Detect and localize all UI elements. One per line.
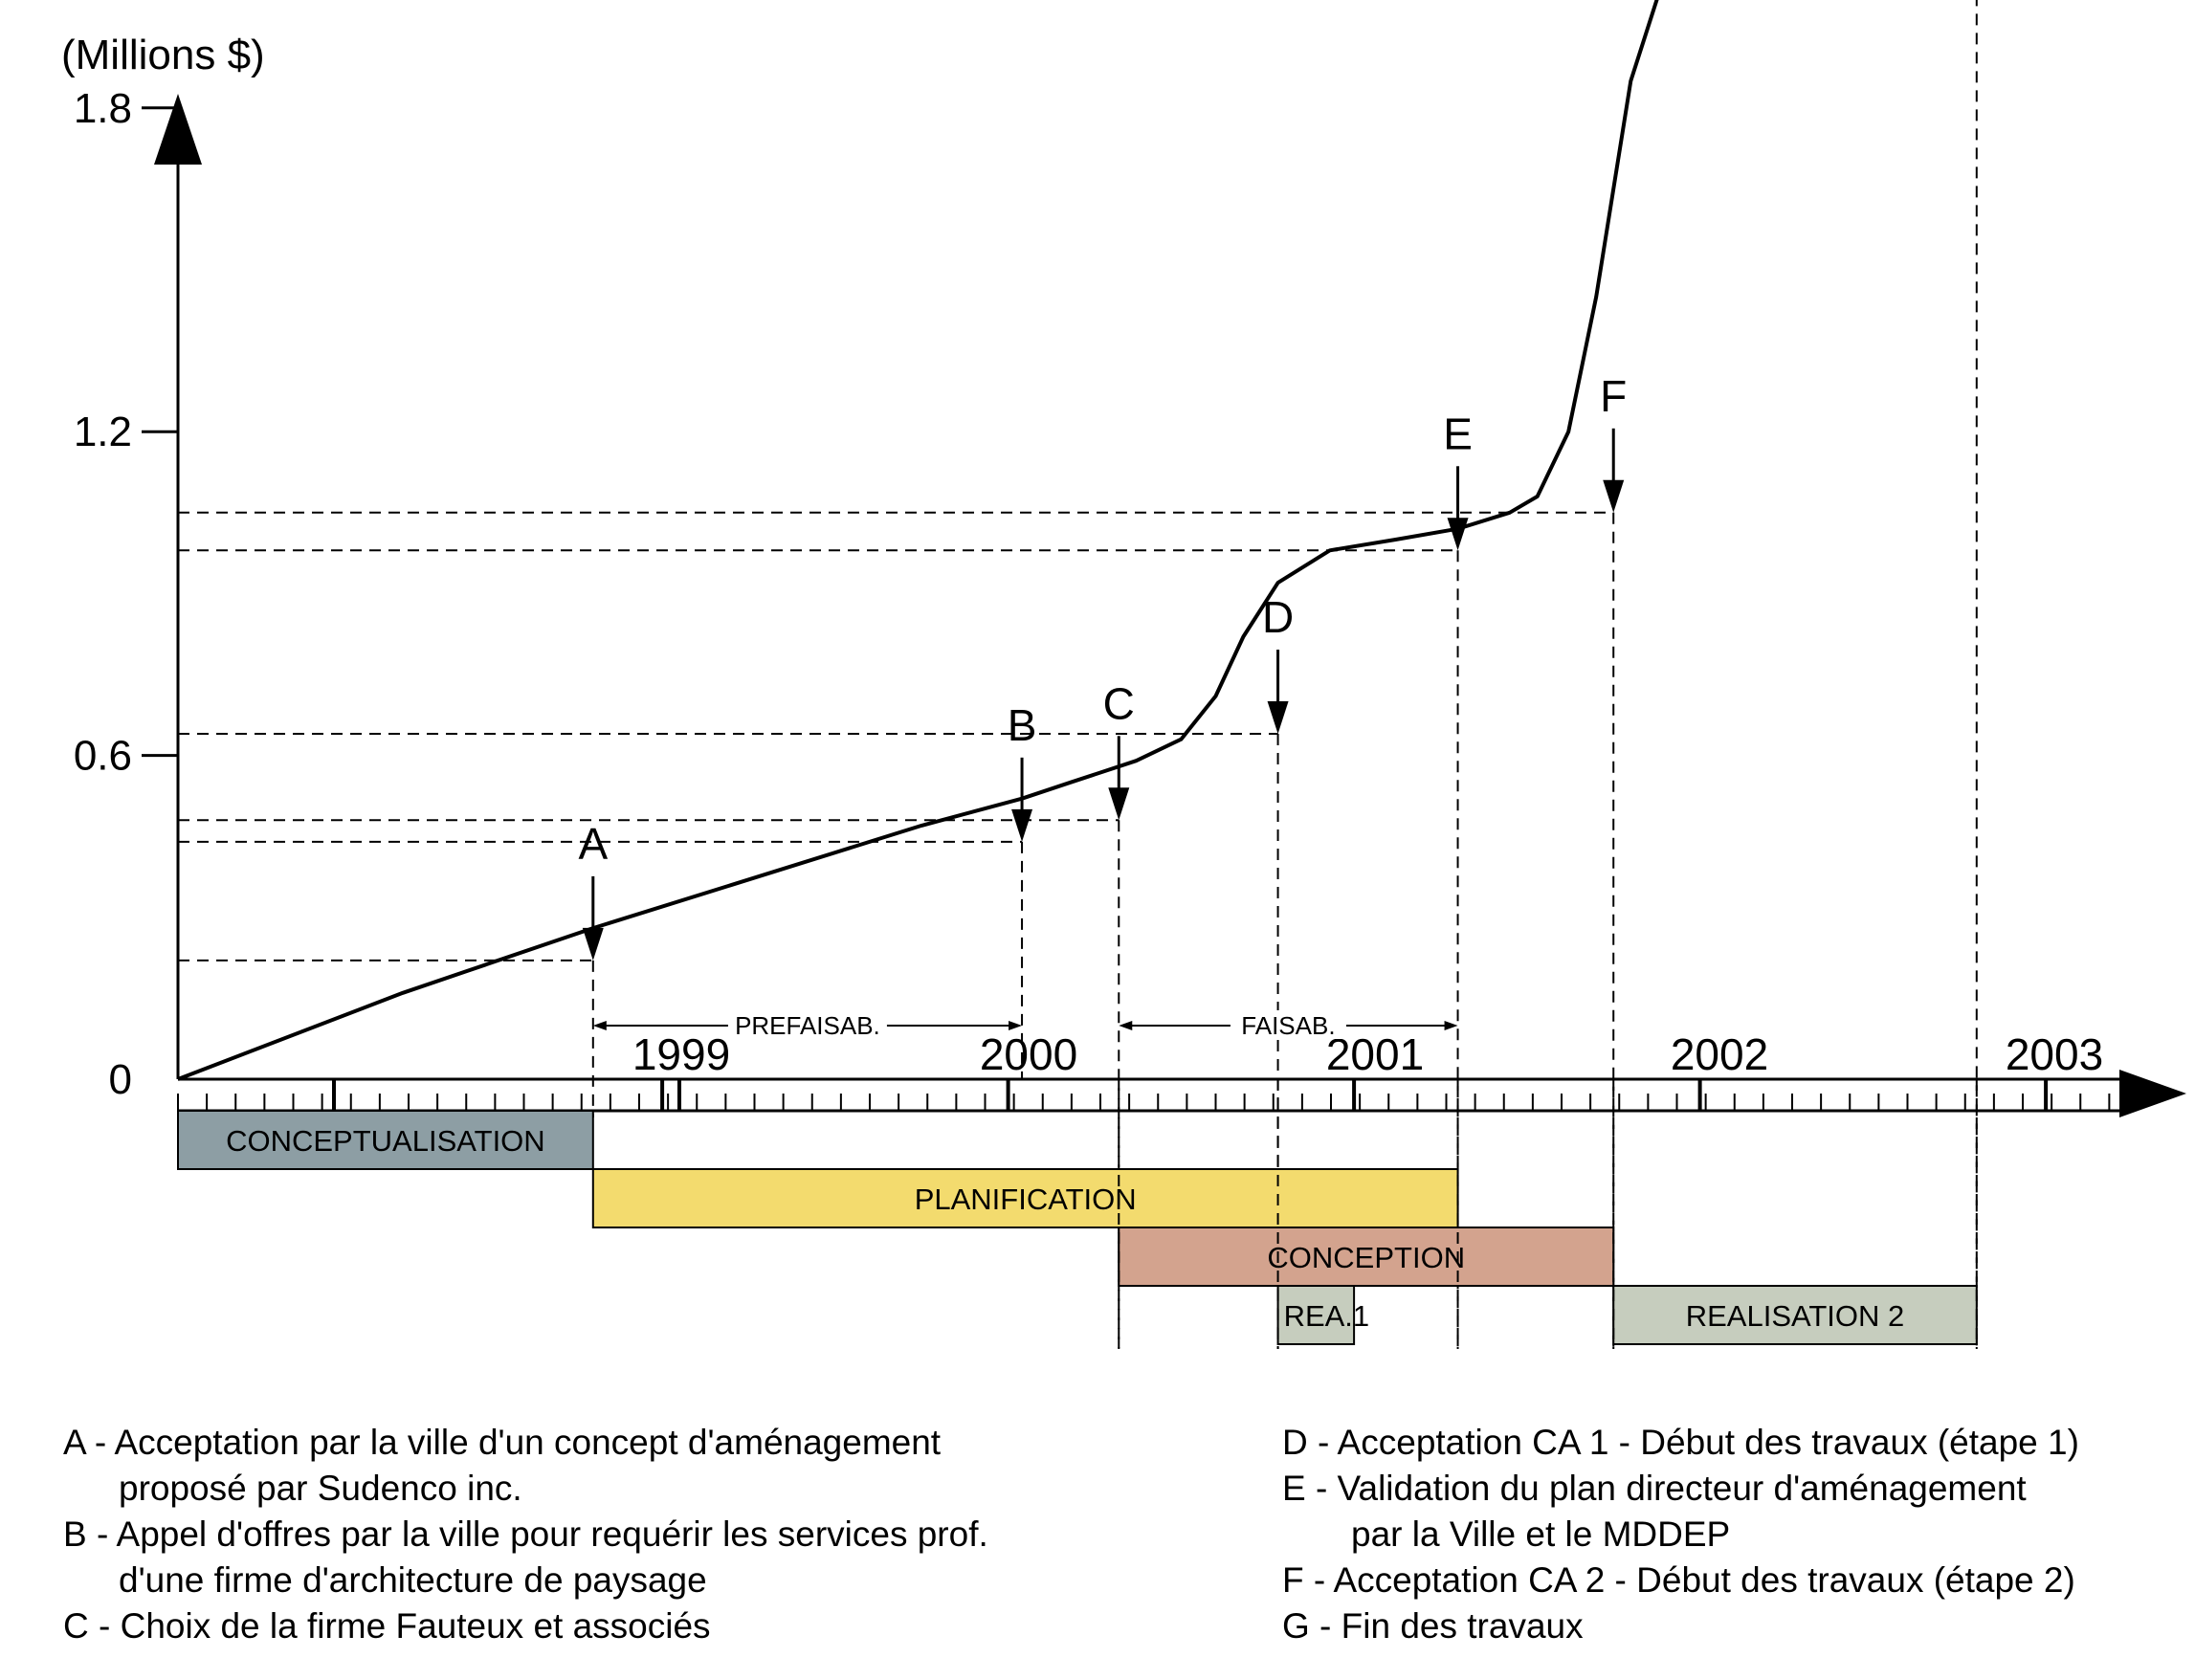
axes: (Millions $)00.61.21.82.4199920002001200… xyxy=(61,32,2186,1117)
y-tick-label: 1.2 xyxy=(74,409,132,455)
y-tick-label: 1.8 xyxy=(74,85,132,132)
milestone-label: E xyxy=(1443,409,1473,458)
milestone-markers: ABCDEFG xyxy=(578,371,1627,961)
period-arrow-left xyxy=(1119,1021,1133,1030)
phase-bar xyxy=(1612,1285,1978,1345)
legend-item-d: D - Acceptation CA 1 - Début des travaux… xyxy=(1282,1420,2079,1466)
period-label: PREFAISAB. xyxy=(735,1011,880,1040)
milestone-label: A xyxy=(578,819,608,869)
y-axis-arrow xyxy=(154,94,202,165)
legend-item-f: F - Acceptation CA 2 - Début des travaux… xyxy=(1282,1558,2079,1603)
milestone-arrowhead xyxy=(1108,787,1130,821)
milestone-label: D xyxy=(1262,592,1294,642)
x-year-label: 2002 xyxy=(1671,1029,1768,1079)
milestone-label: C xyxy=(1103,678,1135,728)
legend-text: A - Acceptation par la ville d'un concep… xyxy=(63,1423,942,1462)
legend-item-e: E - Validation du plan directeur d'aména… xyxy=(1282,1466,2079,1558)
legend-item-b: B - Appel d'offres par la ville pour req… xyxy=(63,1512,988,1603)
milestone-label: F xyxy=(1600,371,1627,421)
legend-left: A - Acceptation par la ville d'un concep… xyxy=(63,1420,988,1649)
cost-line xyxy=(177,0,1659,1081)
legend-text: E - Validation du plan directeur d'aména… xyxy=(1282,1469,2027,1508)
milestone-label: B xyxy=(1008,700,1037,750)
legend-text: G - Fin des travaux xyxy=(1282,1606,1584,1646)
cost-timeline-chart: (Millions $)00.61.21.82.4199920002001200… xyxy=(61,0,2186,1349)
phase-label: PLANIFICATION xyxy=(915,1183,1137,1216)
period-arrow-right xyxy=(1444,1021,1458,1030)
phase-bar xyxy=(177,1110,594,1170)
x-year-label: 2003 xyxy=(2006,1029,2103,1079)
x-year-label: 1999 xyxy=(632,1029,730,1079)
x-year-label: 2000 xyxy=(980,1029,1077,1079)
period-label-bg xyxy=(1230,1010,1346,1039)
phase-label: REALISATION 2 xyxy=(1686,1299,1905,1333)
phase-bars: CONCEPTUALISATION PLANIFICATION CONCEPTION… xyxy=(177,1079,1978,1349)
legend-text: F - Acceptation CA 2 - Début des travaux… xyxy=(1282,1560,2075,1600)
legend-text-continued: par la Ville et le MDDEP xyxy=(1351,1514,1731,1554)
cost-curve xyxy=(177,0,1659,1081)
legend-right: D - Acceptation CA 1 - Début des travaux… xyxy=(1282,1420,2079,1649)
milestone-arrowhead xyxy=(1447,518,1469,551)
period-label-bg xyxy=(727,1010,887,1039)
milestone-arrowhead xyxy=(1267,701,1289,735)
phase-label: REA.1 xyxy=(1284,1299,1370,1333)
y-tick-label: 0.6 xyxy=(74,733,132,780)
legend-item-a: A - Acceptation par la ville d'un concep… xyxy=(63,1420,988,1512)
x-axis-arrow xyxy=(2119,1070,2186,1117)
phase-label: CONCEPTION xyxy=(1267,1241,1465,1274)
milestone-arrowhead xyxy=(1011,808,1033,842)
period-label: FAISAB. xyxy=(1241,1011,1335,1040)
phase-label: CONCEPTUALISATION xyxy=(226,1124,545,1158)
period-arrow-right xyxy=(1009,1021,1023,1030)
y-tick-label: 0 xyxy=(109,1056,132,1103)
phase-bar xyxy=(1118,1227,1615,1287)
legend-text-continued: proposé par Sudenco inc. xyxy=(119,1469,522,1508)
legend-text: B - Appel d'offres par la ville pour req… xyxy=(63,1514,988,1554)
legend-text-continued: d'une firme d'architecture de paysage xyxy=(119,1560,707,1600)
legend-item-c: C - Choix de la firme Fauteux et associé… xyxy=(63,1603,988,1649)
period-arrow-left xyxy=(592,1021,607,1030)
milestone-arrowhead xyxy=(1603,479,1625,513)
milestone-arrowhead xyxy=(582,927,604,961)
period-spans: PREFAISAB. FAISAB. xyxy=(592,1010,1458,1040)
legend-text: D - Acceptation CA 1 - Début des travaux… xyxy=(1282,1423,2079,1462)
legend-item-g: G - Fin des travaux xyxy=(1282,1603,2079,1649)
y-axis-label: (Millions $) xyxy=(61,32,265,78)
legend-text: C - Choix de la firme Fauteux et associé… xyxy=(63,1606,711,1646)
